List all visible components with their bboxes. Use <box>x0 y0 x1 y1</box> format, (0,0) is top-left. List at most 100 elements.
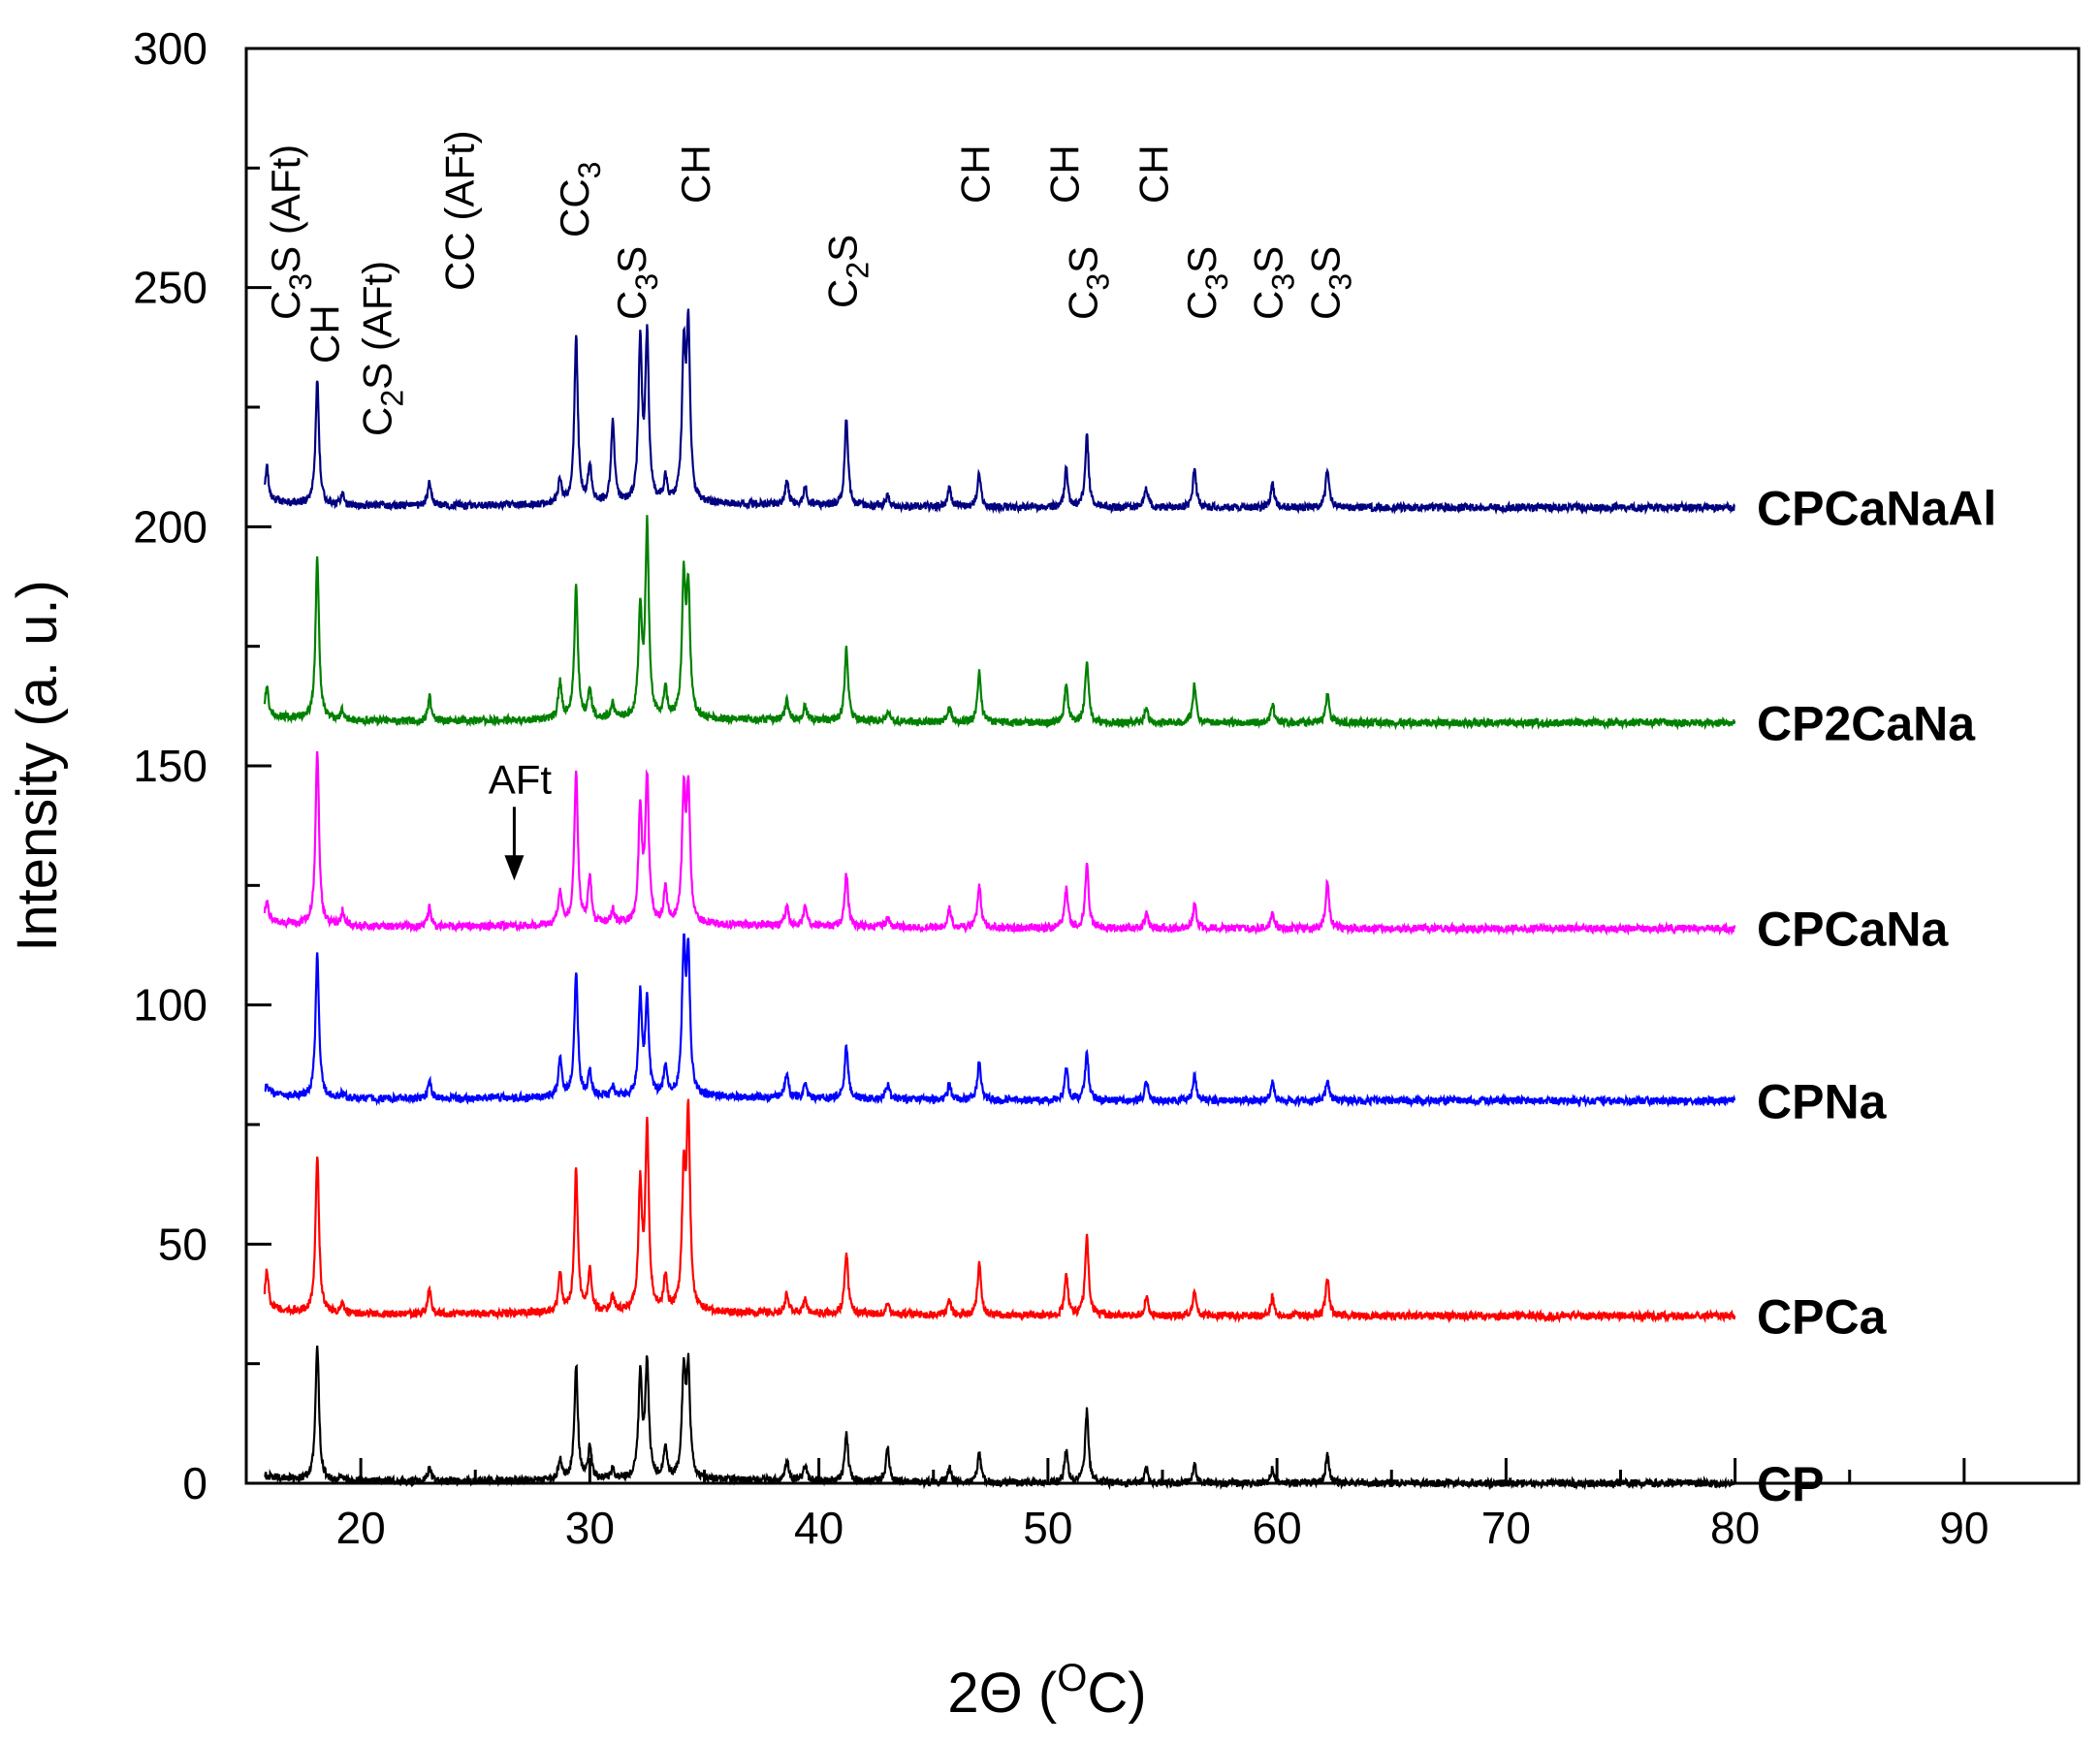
series-label: CPNa <box>1757 1074 1888 1128</box>
peak-label-part: C <box>1179 291 1225 320</box>
x-tick-label: 20 <box>336 1503 386 1553</box>
y-tick-label: 0 <box>182 1458 207 1508</box>
peak-label-part: 2 <box>840 262 875 279</box>
peak-label-part: C <box>355 407 400 436</box>
peak-annotation: CC (AFt) <box>437 130 483 291</box>
x-tick-label: 40 <box>794 1503 843 1553</box>
y-tick-label: 250 <box>133 263 207 313</box>
peak-label: C3S <box>609 246 664 320</box>
peak-annotation: C3S <box>1303 246 1358 320</box>
peak-label-part: S <box>609 246 654 273</box>
peak-annotation: CH <box>952 144 998 204</box>
peak-annotation: CH <box>1041 144 1087 204</box>
peak-label-part: 3 <box>572 162 607 179</box>
peak-label-part: S (AFt) <box>355 261 400 390</box>
peak-label-part: S <box>1179 246 1225 273</box>
peak-label-part: C <box>1303 291 1349 320</box>
peak-label-part: C <box>1246 291 1291 320</box>
peak-label-part: C <box>609 291 654 320</box>
peak-annotation: CH <box>302 304 347 364</box>
peak-label-part: 3 <box>629 273 664 291</box>
y-tick-label: 100 <box>133 980 207 1031</box>
peak-label-part: CH <box>302 304 347 364</box>
y-tick-label: 300 <box>133 23 207 74</box>
peak-label-part: S <box>1303 246 1349 273</box>
peak-annotation: CH <box>1131 144 1177 204</box>
peak-annotation: CC3 <box>552 162 607 238</box>
peak-label-part: C <box>819 279 865 308</box>
peak-label: CH <box>1041 144 1087 204</box>
x-tick-label: 70 <box>1481 1503 1531 1553</box>
axis-ticks: 20 30 40 50 60 70 80 90 0 50 100 150 200 250 300 <box>133 23 2081 1553</box>
peak-annotation: C3S <box>1179 246 1234 320</box>
peak-label-part: S (AFt) <box>263 144 308 273</box>
peak-annotation: C3S <box>609 246 664 320</box>
x-axis-title-suffix: C) <box>1087 1662 1146 1725</box>
peak-label: C3S <box>1246 246 1301 320</box>
peak-label: CH <box>302 304 347 364</box>
peak-label: CH <box>952 144 998 204</box>
peak-annotation: CH <box>673 144 718 204</box>
peak-label-part: C <box>263 291 308 320</box>
arrow-annotation-head <box>504 855 525 881</box>
peak-annotation: C2S <box>819 235 875 308</box>
peak-label-part: 3 <box>283 273 318 291</box>
x-tick-label: 80 <box>1710 1503 1760 1553</box>
peak-label-part: CH <box>1041 144 1087 204</box>
y-tick-label: 50 <box>158 1219 207 1269</box>
peak-label-part: CH <box>1131 144 1177 204</box>
peak-label: C3S <box>1060 246 1115 320</box>
series-label: CPCaNaAl <box>1757 482 1996 536</box>
peak-label: CC3 <box>552 162 607 238</box>
peak-label-part: CC (AFt) <box>437 130 483 291</box>
series-label: CPCaNa <box>1757 903 1949 957</box>
series-line-CPCa <box>263 1098 1736 1324</box>
x-tick-label: 90 <box>1939 1503 1989 1553</box>
series-line-CP <box>264 1346 1736 1491</box>
peak-label-part: C <box>1060 291 1105 320</box>
peak-label: C2S <box>819 235 875 308</box>
series-line-CP2CaNa <box>263 515 1736 731</box>
peak-label-part: 2 <box>375 390 410 407</box>
peak-label-part: S <box>1060 246 1105 273</box>
x-tick-label: 60 <box>1253 1503 1302 1553</box>
series-label: CP2CaNa <box>1757 697 1976 751</box>
x-axis-title: 2Θ (OC) <box>947 1657 1146 1725</box>
peak-annotation: C2S (AFt) <box>355 261 410 436</box>
peak-label: C3S <box>1303 246 1358 320</box>
peak-label-part: S <box>819 235 865 262</box>
x-tick-label: 30 <box>565 1503 615 1553</box>
x-tick-label: 50 <box>1023 1503 1072 1553</box>
series-lines: CP CPCa CPNa CPCaNa CP2CaNa CPCaNaAl <box>263 308 1996 1511</box>
y-axis-title: Intensity (a. u.) <box>6 580 69 952</box>
x-axis-title-sup: O <box>1057 1657 1087 1699</box>
peak-label-part: CH <box>673 144 718 204</box>
peak-label-part: CH <box>952 144 998 204</box>
series-label: CPCa <box>1757 1289 1888 1344</box>
peak-label: CH <box>1131 144 1177 204</box>
peak-label: C3S <box>1179 246 1234 320</box>
peak-label: C3S (AFt) <box>263 144 318 320</box>
peak-label: C2S (AFt) <box>355 261 410 436</box>
peak-label-part: S <box>1246 246 1291 273</box>
x-axis-title-prefix: 2Θ ( <box>947 1662 1057 1725</box>
series-line-CPCaNaAl <box>263 308 1735 516</box>
peak-label-part: 3 <box>1266 273 1301 291</box>
series-label: CP <box>1757 1457 1824 1511</box>
peak-annotation: C3S <box>1246 246 1301 320</box>
arrow-annotation-label: AFt <box>489 756 553 802</box>
y-tick-label: 200 <box>133 501 207 552</box>
peak-label-part: 3 <box>1323 273 1358 291</box>
peak-annotation: C3S (AFt) <box>263 144 318 320</box>
peak-label-part: CC <box>552 178 597 238</box>
peak-annotation: C3S <box>1060 246 1115 320</box>
peak-label: CC (AFt) <box>437 130 483 291</box>
peak-label-part: 3 <box>1080 273 1115 291</box>
peak-label-part: 3 <box>1199 273 1234 291</box>
series-line-CPCaNa <box>263 750 1736 936</box>
peak-label: CH <box>673 144 718 204</box>
series-line-CPNa <box>264 933 1736 1108</box>
y-tick-label: 150 <box>133 741 207 791</box>
